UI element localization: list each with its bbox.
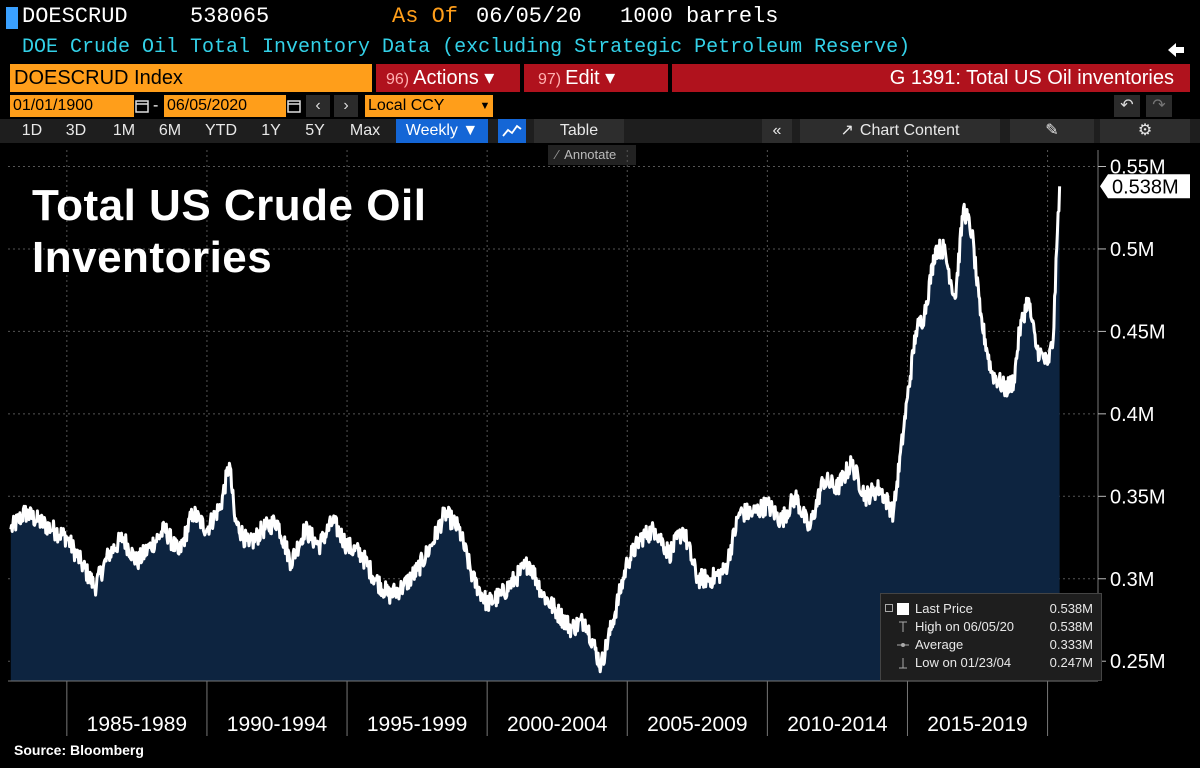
x-period-label: 1990-1994 (227, 713, 328, 736)
y-tick-labels: 0.25M 0.3M 0.35M 0.4M 0.45M 0.5M 0.55M (1098, 156, 1166, 673)
edit-chart-icon[interactable]: ✎ (1010, 119, 1094, 143)
next-period-button[interactable]: › (334, 95, 358, 117)
redo-icon[interactable]: ↷ (1146, 95, 1172, 117)
chart-title: Total US Crude Oil Inventories (32, 181, 427, 282)
high-marker-icon (899, 621, 907, 632)
y-tick-label: 0.35M (1110, 486, 1166, 508)
as-of-label: As Of (392, 4, 459, 29)
edit-number: 97) (538, 71, 562, 88)
chevron-down-icon[interactable]: ▼ (477, 95, 493, 117)
range-1m[interactable]: 1M (112, 122, 136, 139)
inventory-area (10, 186, 1060, 682)
chart-content-button[interactable]: ↗ Chart Content (800, 119, 1000, 143)
gear-icon[interactable]: ⚙ (1100, 119, 1190, 143)
as-of-date: 06/05/20 (476, 4, 582, 29)
calendar-icon[interactable] (134, 98, 150, 114)
legend-value-last: 0.538M (1049, 601, 1093, 616)
legend-row-high: High on 06/05/20 0.538M (881, 618, 1101, 636)
last-value-tag: 0.538M (1100, 174, 1190, 199)
collapse-box-icon[interactable] (885, 604, 893, 612)
annotate-label: Annotate (564, 147, 617, 162)
annotate-button[interactable]: ∕ Annotate (548, 145, 636, 165)
y-tick-label: 0.5M (1110, 239, 1154, 261)
y-tick-label: 0.45M (1110, 321, 1166, 343)
undo-icon[interactable]: ↶ (1114, 95, 1140, 117)
x-period-label: 1995-1999 (367, 713, 467, 736)
units-label: 1000 barrels (620, 4, 779, 29)
legend-label-last: Last Price (915, 601, 973, 616)
x-period-label: 2010-2014 (787, 713, 888, 736)
date-range-bar: 01/01/1900 - 06/05/2020 ‹ › Local CCY ▼ … (0, 95, 1200, 117)
chart-icon: ↗ (840, 122, 854, 139)
security-description: DOE Crude Oil Total Inventory Data (excl… (22, 36, 911, 59)
range-ytd[interactable]: YTD (205, 122, 237, 139)
table-button[interactable]: Table (534, 119, 624, 143)
y-tick-label: 0.3M (1110, 569, 1154, 591)
range-1y[interactable]: 1Y (261, 122, 281, 139)
last-price-swatch-icon (897, 603, 909, 615)
actions-button[interactable]: 96) Actions ▾ (376, 64, 520, 92)
low-marker-icon (899, 658, 907, 669)
range-6m[interactable]: 6M (158, 122, 182, 139)
last-value-tag-bg (1100, 174, 1190, 199)
inventory-line (9, 186, 1062, 674)
command-bar: DOESCRUD Index 96) Actions ▾ 97) Edit ▾ G … (0, 64, 1200, 92)
currency-select[interactable]: Local CCY (365, 95, 477, 117)
x-period-label: 2005-2009 (647, 713, 747, 736)
range-3d[interactable]: 3D (65, 122, 87, 139)
last-value: 538065 (190, 4, 270, 29)
start-date-field[interactable]: 01/01/1900 (10, 95, 134, 117)
range-bar: 1D 3D 1M 6M YTD 1Y 5Y Max Weekly ▼ Table… (0, 119, 1200, 143)
legend-row-low: Low on 01/23/04 0.247M (881, 654, 1101, 672)
prev-period-button[interactable]: ‹ (306, 95, 330, 117)
x-period-label: 2000-2004 (507, 713, 608, 736)
legend-value-high: 0.538M (1049, 619, 1093, 634)
y-tick-label: 0.25M (1110, 651, 1166, 673)
line-chart-icon[interactable] (498, 119, 526, 143)
collapse-icon[interactable]: « (762, 119, 792, 143)
actions-number: 96) (386, 71, 410, 88)
x-period-label: 1985-1989 (87, 713, 187, 736)
average-marker-icon (897, 643, 909, 647)
chart-id-label: G 1391: Total US Oil inventories (672, 64, 1190, 92)
y-tick-label: 0.4M (1110, 404, 1154, 426)
edit-label: Edit ▾ (565, 67, 616, 89)
security-header: DOESCRUD 538065 As Of 06/05/20 1000 barr… (0, 0, 1200, 34)
end-date-field[interactable]: 06/05/2020 (164, 95, 286, 117)
ticker-marker (6, 7, 18, 29)
frequency-select[interactable]: Weekly ▼ (396, 119, 488, 143)
range-max[interactable]: Max (349, 122, 381, 139)
calendar-icon[interactable] (286, 98, 302, 114)
legend-row-average: Average 0.333M (881, 636, 1101, 654)
x-period-labels: 1985-1989 1990-1994 1995-1999 2000-2004 2005… (66, 681, 1049, 736)
range-1d[interactable]: 1D (21, 122, 43, 139)
legend-label-average: Average (915, 637, 964, 652)
pencil-icon: ∕ (556, 147, 559, 162)
edit-button[interactable]: 97) Edit ▾ (524, 64, 668, 92)
legend-label-low: Low on 01/23/04 (915, 655, 1012, 670)
back-arrow-icon[interactable] (1166, 40, 1186, 60)
chart-content-label: Chart Content (859, 122, 960, 139)
index-field[interactable]: DOESCRUD Index (10, 64, 372, 92)
legend-value-low: 0.247M (1049, 655, 1093, 670)
legend-label-high: High on 06/05/20 (915, 619, 1015, 634)
source-note: Source: Bloomberg (14, 742, 144, 758)
legend-panel: Last Price 0.538M High on 06/05/20 0.538… (880, 593, 1102, 681)
ticker[interactable]: DOESCRUD (22, 4, 128, 29)
legend-value-average: 0.333M (1049, 637, 1093, 652)
range-5y[interactable]: 5Y (305, 122, 325, 139)
date-separator: - (153, 97, 159, 114)
x-period-label: 2015-2019 (927, 713, 1027, 736)
y-tick-label: 0.55M (1110, 156, 1166, 178)
legend-row-last: Last Price 0.538M (881, 600, 1101, 618)
last-value-tag-label: 0.538M (1112, 176, 1179, 198)
inventory-chart: 0.25M 0.3M 0.35M 0.4M 0.45M 0.5M 0.55M 1985-19… (8, 150, 1190, 736)
actions-label: Actions ▾ (413, 67, 495, 89)
